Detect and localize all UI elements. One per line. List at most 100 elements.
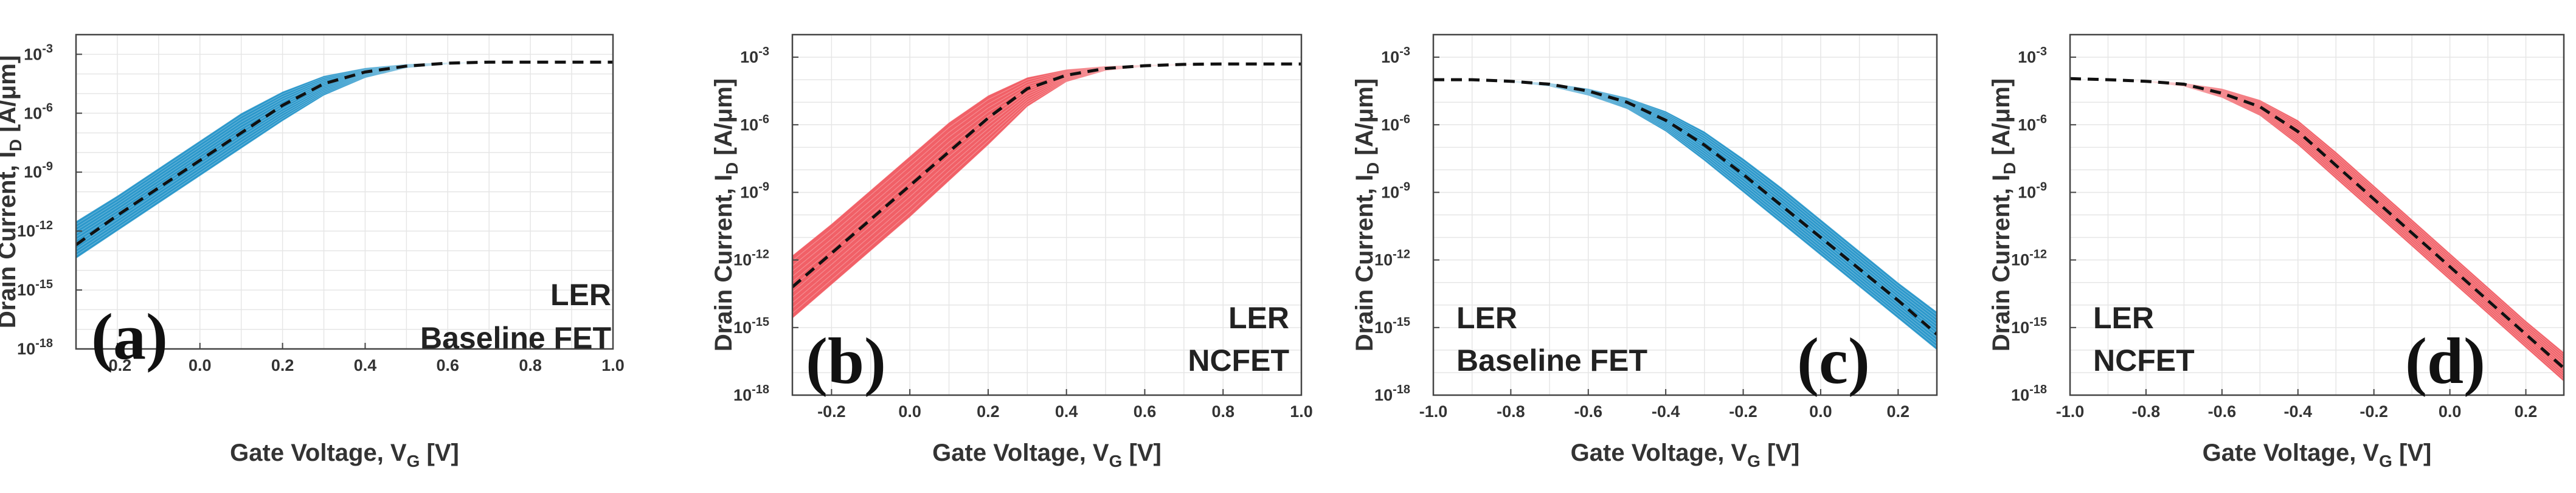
x-tick-label: 0.0 [2439, 402, 2462, 421]
panel-label: (d) [2405, 325, 2485, 398]
plot-frame [1432, 33, 1938, 396]
y-tick-label: 10-3 [2018, 45, 2047, 66]
y-axis-label-tail: [A/μm] [1351, 78, 1378, 162]
x-tick-label: -0.8 [1497, 402, 1525, 421]
y-tick-base: 10 [1381, 48, 1399, 66]
chart-panel-3: -1.0 -0.8 -0.6 -0.4 -0.2 0.0 0.210-1810-1510-1… [1351, 33, 1938, 471]
x-tick-label: 1.0 [601, 356, 625, 374]
y-tick-label: 10-18 [2011, 383, 2047, 404]
ler-trace [792, 63, 1301, 303]
x-axis-label-sub: G [2379, 452, 2392, 471]
ler-trace [2070, 78, 2564, 358]
x-tick-label: -0.4 [1652, 402, 1680, 421]
ler-trace [2070, 78, 2564, 382]
ler-trace [2070, 78, 2564, 363]
x-axis-label-sub: G [1109, 452, 1123, 471]
ler-trace [792, 63, 1301, 288]
y-tick-exponent: -15 [2029, 315, 2047, 329]
y-tick-label: 10-9 [740, 180, 769, 201]
y-axis-label-tail: [A/μm] [710, 78, 737, 162]
x-tick-label: 0.8 [1211, 402, 1234, 421]
y-tick-base: 10 [1381, 183, 1399, 201]
nominal-dashed-line [2070, 77, 2564, 370]
x-tick-label: 0.8 [519, 356, 542, 374]
y-tick-base: 10 [740, 115, 758, 134]
y-tick-exponent: -12 [35, 219, 53, 232]
plot-frame [75, 33, 614, 350]
plot-frame [2069, 33, 2565, 396]
y-tick-base: 10 [17, 340, 35, 358]
x-axis-label-tail: [V] [1761, 440, 1799, 466]
y-tick-label: 10-15 [733, 315, 769, 337]
ler-trace [1433, 79, 1937, 319]
y-tick-label: 10-12 [733, 248, 769, 269]
nominal-dashed-line [1433, 78, 1937, 336]
y-tick-base: 10 [2011, 251, 2029, 269]
y-tick-label: 10-9 [2018, 180, 2047, 201]
ler-trace [2070, 78, 2564, 360]
x-axis-label: Gate Voltage, VG [V] [230, 440, 459, 471]
y-axis-label: Drain Current, ID [A/μm] [1988, 78, 2019, 351]
ler-trace [76, 61, 613, 247]
ler-trace [1433, 79, 1937, 322]
x-tick-label: 0.2 [977, 402, 1000, 421]
x-tick-label: 0.2 [2515, 402, 2538, 421]
y-tick-label: 10-9 [24, 160, 53, 181]
legend-line-2: Baseline FET [420, 321, 611, 355]
x-axis-label-main: Gate Voltage, V [230, 440, 407, 466]
y-tick-label: 10-18 [733, 383, 769, 404]
ler-trace [1433, 79, 1937, 351]
y-tick-exponent: -6 [42, 101, 53, 114]
x-axis-label: Gate Voltage, VG [V] [2203, 440, 2432, 471]
ler-trace [76, 61, 613, 253]
y-tick-label: 10-15 [2011, 315, 2047, 337]
y-tick-label: 10-12 [2011, 248, 2047, 269]
y-tick-exponent: -3 [758, 45, 769, 58]
y-tick-exponent: -15 [35, 278, 53, 291]
x-axis-label-sub: G [1747, 452, 1761, 471]
ler-trace [792, 63, 1301, 309]
legend-line-2: NCFET [2093, 343, 2195, 378]
legend-line-2: Baseline FET [1456, 343, 1647, 378]
y-tick-exponent: -6 [758, 112, 769, 126]
y-axis-label: Drain Current, ID [A/μm] [0, 55, 25, 328]
x-tick-label: 0.0 [1809, 402, 1832, 421]
y-tick-exponent: -9 [1399, 180, 1410, 193]
y-tick-exponent: -3 [1399, 45, 1410, 58]
nominal-dashed-line [792, 62, 1301, 288]
y-tick-exponent: -3 [2036, 45, 2047, 58]
y-tick-base: 10 [24, 163, 42, 181]
y-tick-base: 10 [2011, 319, 2029, 337]
x-tick-label: -0.2 [817, 402, 846, 421]
y-axis-label: Drain Current, ID [A/μm] [1351, 78, 1382, 351]
y-tick-exponent: -15 [752, 315, 769, 329]
y-axis-label-tail: [A/μm] [0, 55, 21, 139]
y-tick-label: 10-6 [740, 112, 769, 134]
y-tick-base: 10 [24, 45, 42, 63]
x-tick-label: 0.0 [898, 402, 921, 421]
ler-trace [792, 63, 1301, 314]
y-tick-exponent: -12 [752, 248, 769, 261]
y-tick-base: 10 [733, 319, 752, 337]
y-tick-label: 10-6 [1381, 112, 1410, 134]
x-tick-label: -0.6 [1574, 402, 1603, 421]
x-tick-label: 0.2 [1887, 402, 1910, 421]
x-tick-label: -0.2 [2360, 402, 2388, 421]
ler-trace [2070, 78, 2564, 373]
panel-label: (a) [91, 301, 168, 373]
y-axis-label-main: Drain Current, I [0, 151, 21, 328]
ler-trace [76, 61, 613, 256]
x-tick-label: 0.6 [1134, 402, 1157, 421]
x-tick-label: 1.0 [1290, 402, 1313, 421]
y-axis-label-main: Drain Current, I [710, 174, 737, 351]
ler-band [76, 60, 613, 259]
ler-trace [2070, 78, 2564, 380]
x-axis-label-main: Gate Voltage, V [2203, 440, 2380, 466]
y-tick-base: 10 [1374, 251, 1393, 269]
y-tick-exponent: -12 [1393, 248, 1410, 261]
gridlines [2069, 34, 2564, 396]
y-tick-exponent: -12 [2029, 248, 2047, 261]
y-tick-base: 10 [17, 222, 35, 240]
x-axis-label: Gate Voltage, VG [V] [932, 440, 1162, 471]
